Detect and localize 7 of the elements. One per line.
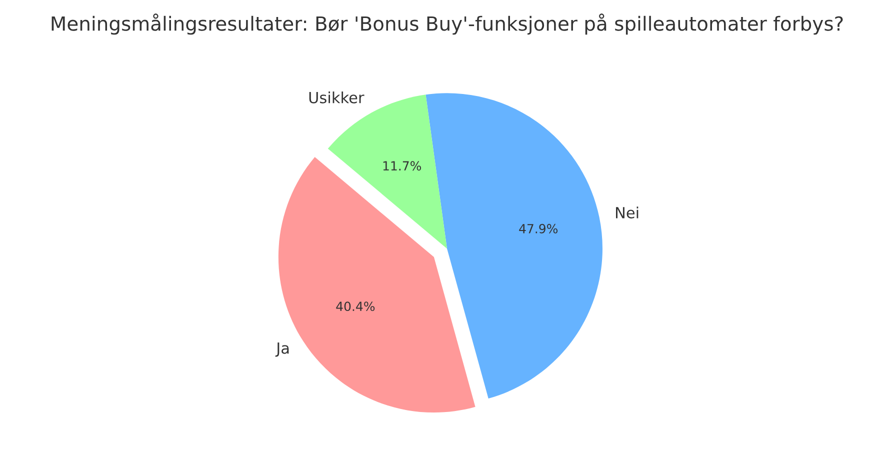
slice-label: Ja: [275, 342, 289, 357]
data-label: 40.4%: [336, 302, 375, 312]
data-label: 11.7%: [383, 161, 422, 171]
data-label: 47.9%: [519, 224, 558, 234]
slice-label: Nei: [616, 206, 638, 218]
slice-label: Usikker: [309, 92, 364, 104]
chart-title: Meningsmålingsresultater: Bør 'Bonus Buy'-funksjoner på spilleautomater forbys?: [52, 14, 843, 35]
